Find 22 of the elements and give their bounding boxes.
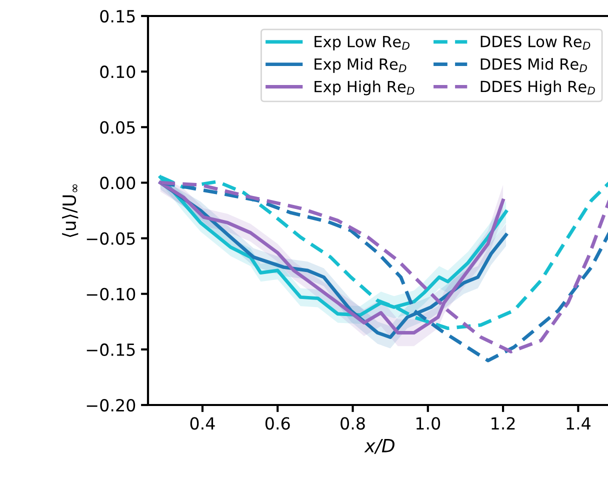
legend-label: Exp Mid Re$_{D}$ [314,58,406,73]
y-tick-label: −0.05 [86,232,135,245]
x-tick-label: 0.8 [340,417,365,430]
x-axis-title: x/D [364,439,394,454]
x-tick-label: 1.0 [416,417,440,430]
y-tick-label: 0.10 [100,66,136,78]
x-tick-label: 1.2 [492,417,515,430]
y-tick-label: −0.20 [86,398,136,412]
y-tick-label: −0.10 [86,288,136,300]
x-tick-label: 1.4 [566,417,591,430]
legend-label: DDES Mid Re$_{D}$ [480,58,587,72]
legend-label: DDES Low Re$_{D}$ [480,36,590,50]
legend-label: Exp High Re$_{D}$ [314,80,414,96]
y-axis-title: ⟨u⟩/U$_{∞}$ [62,184,78,237]
y-tick-label: 0.05 [100,121,135,134]
legend-label: DDES High Re$_{D}$ [480,80,595,96]
legend-label: Exp Low Re$_{D}$ [314,36,410,50]
y-tick-label: 0.15 [100,10,135,23]
y-tick-label: 0.00 [100,176,136,190]
x-tick-label: 0.6 [265,417,290,430]
y-tick-label: −0.15 [86,343,135,356]
x-tick-label: 0.4 [190,417,215,430]
